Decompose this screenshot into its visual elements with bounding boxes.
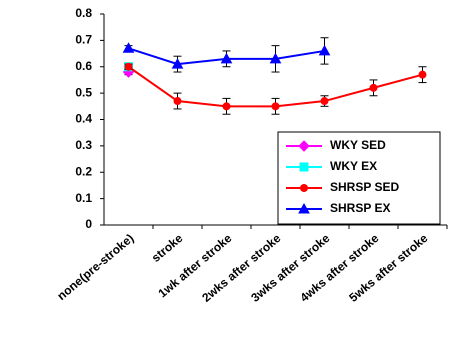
legend-label: WKY EX bbox=[330, 159, 377, 173]
marker bbox=[173, 97, 182, 106]
y-tick-label: 0.8 bbox=[75, 6, 92, 20]
legend-label: SHRSP SED bbox=[330, 180, 399, 194]
y-tick-label: 0 bbox=[85, 217, 92, 231]
marker bbox=[320, 97, 329, 106]
y-tick-label: 0.5 bbox=[75, 85, 92, 99]
marker bbox=[369, 83, 378, 92]
marker bbox=[298, 202, 310, 214]
y-tick-label: 0.1 bbox=[75, 191, 92, 205]
x-tick-label: none(pre-stroke) bbox=[54, 231, 136, 303]
legend-label: SHRSP EX bbox=[330, 201, 390, 215]
marker bbox=[300, 184, 308, 192]
marker bbox=[171, 58, 184, 69]
marker bbox=[269, 52, 282, 64]
marker bbox=[271, 102, 280, 111]
marker bbox=[298, 140, 310, 152]
y-tick-label: 0.3 bbox=[75, 138, 92, 152]
marker bbox=[299, 162, 309, 172]
y-tick-label: 0.7 bbox=[75, 33, 92, 47]
y-tick-label: 0.6 bbox=[75, 59, 92, 73]
y-tick-label: 0.4 bbox=[75, 112, 92, 126]
marker bbox=[220, 52, 233, 64]
x-tick-label: stroke bbox=[149, 231, 186, 265]
marker bbox=[124, 62, 133, 71]
marker bbox=[122, 42, 135, 53]
marker bbox=[222, 102, 231, 111]
marker bbox=[418, 70, 427, 79]
y-tick-label: 0.2 bbox=[75, 164, 92, 178]
marker bbox=[318, 44, 331, 56]
legend-label: WKY SED bbox=[330, 138, 386, 152]
